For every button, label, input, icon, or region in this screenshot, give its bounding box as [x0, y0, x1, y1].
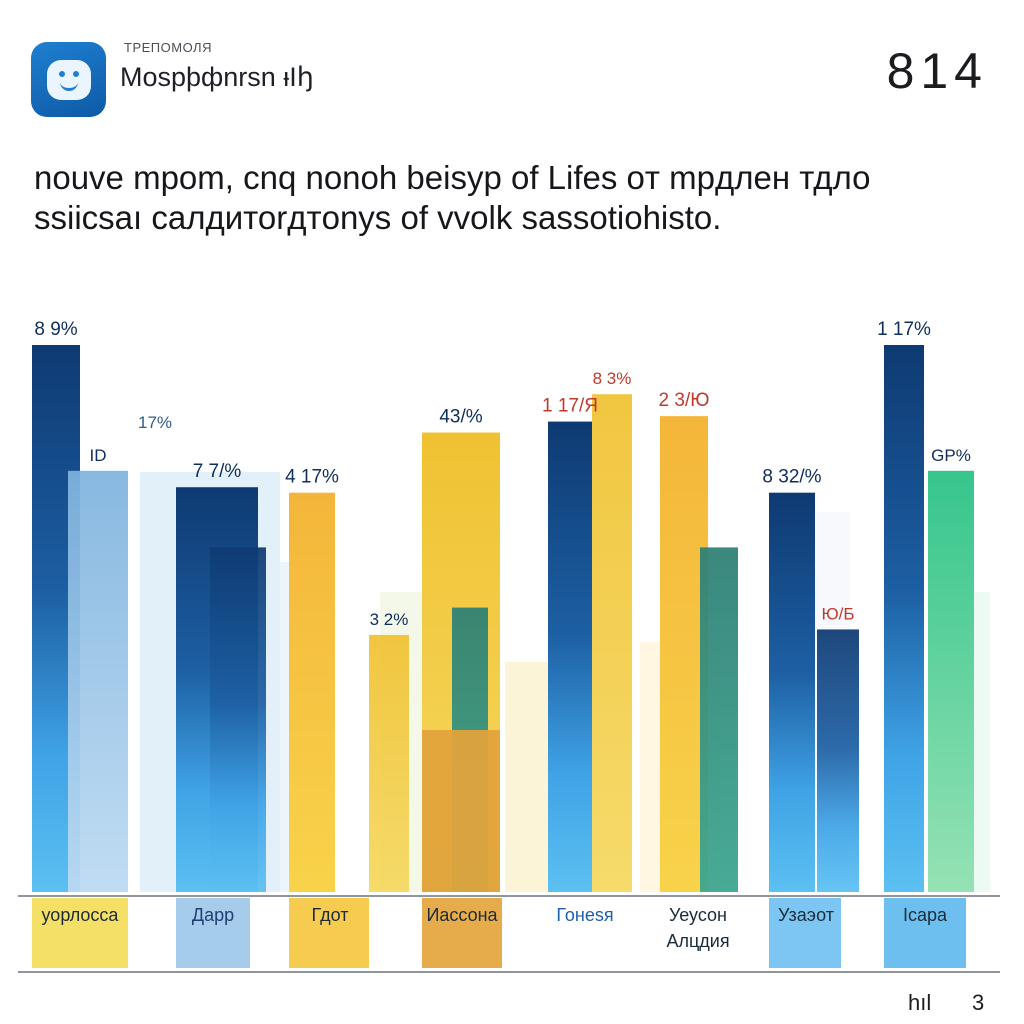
app-logo-icon: [31, 42, 106, 117]
data-label-series1-0: 8 9%: [34, 319, 77, 340]
chart-headline: nouve mpom, cnq nonoh beisyp of Lifes oт…: [34, 158, 994, 238]
data-label-series2-7: GP%: [931, 446, 971, 465]
header-number: 814: [886, 43, 988, 99]
category-strip-3: [422, 898, 502, 968]
background-haze-column: [505, 662, 555, 892]
bar-series1-6: [769, 492, 815, 892]
bar-series2-0: [68, 470, 128, 892]
category-label-5-line2: Алцдия: [666, 931, 729, 951]
category-label-2: Гдот: [312, 905, 349, 925]
app-kicker: ТРЕПОМОЛЯ: [124, 40, 212, 55]
footer-right-text: 3: [972, 990, 985, 1015]
category-label-6: Узаэот: [778, 905, 834, 925]
data-label-series1-7: 1 17%: [877, 319, 931, 340]
category-strip-5: [660, 898, 740, 968]
headline-line-2: ssiicsaı caлдитоrдтonys of vvolk sassoti…: [34, 199, 722, 236]
data-label-series2-2: 3 2%: [370, 610, 409, 629]
data-label-series1-1: 7 7/%: [193, 461, 242, 482]
category-label-5-line1: Уеусон: [669, 905, 727, 925]
data-label-series1-6: 8 32/%: [762, 467, 821, 488]
data-label-series1-5: 2 3/Ю: [659, 390, 710, 411]
bars-group: [18, 345, 1000, 973]
footer-left-text: hıl: [908, 990, 932, 1015]
bar-series2-7: [928, 470, 974, 892]
category-strip-2: [289, 898, 369, 968]
data-label-series1-2: 4 17%: [285, 467, 339, 488]
bar-series2-1: [210, 547, 266, 892]
data-label-series1-3: 43/%: [439, 407, 482, 428]
smile-mouth: [59, 80, 78, 91]
bar-series2-5: [700, 547, 738, 892]
data-label-series2-0: ID: [90, 446, 107, 465]
data-label-series2-4: 8 3%: [593, 369, 632, 388]
category-label-7: Ісара: [903, 905, 948, 925]
category-strip-1: [176, 898, 250, 968]
category-strip-4: [548, 898, 628, 968]
smiley-face-icon: [46, 59, 91, 100]
data-label-extra-0: 17%: [138, 413, 172, 432]
bar-series1-4: [548, 421, 592, 892]
bar-series2-4: [592, 394, 632, 892]
app-name: Mospþфnrsn ᵻΙꜧ: [120, 62, 314, 92]
category-label-3: Иассона: [426, 905, 498, 925]
category-label-0: уорлосcа: [42, 905, 120, 925]
data-label-series1-4: 1 17/Я: [542, 396, 598, 417]
category-label-4: Гонеѕя: [556, 905, 613, 925]
bar-series2-6: [817, 629, 859, 892]
category-label-1: Дарр: [192, 905, 234, 925]
data-label-series2-6: Ю/Б: [821, 604, 854, 623]
bar-segment-orange: [422, 730, 500, 892]
bar-series2-2: [369, 634, 409, 892]
labels-group: 8 9% ID 7 7/% 4 17% 3 2% 43/% 1 17/Я 8 3% 2 3/Ю 8…: [34, 319, 971, 951]
category-strip-6: [769, 898, 841, 968]
category-strip-7: [884, 898, 966, 968]
headline-line-1: nouve mpom, cnq nonoh beisyp of Lifes oт…: [34, 159, 871, 196]
category-strip-0: [32, 898, 128, 968]
bar-series1-2: [289, 492, 335, 892]
bar-series1-7: [884, 345, 924, 892]
